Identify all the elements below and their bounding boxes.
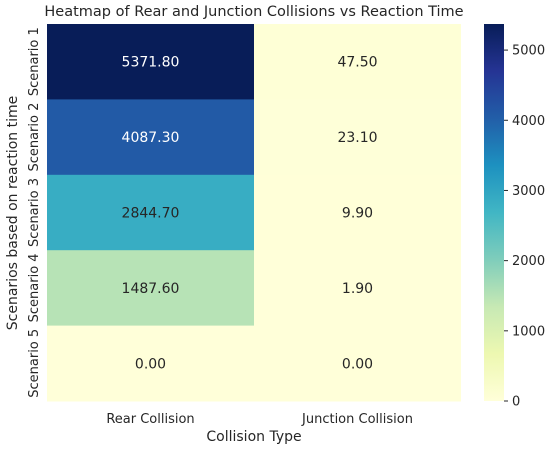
heatmap-cell	[47, 325, 254, 402]
cell-value-label: 0.00	[342, 356, 373, 372]
cell-value-label: 4087.30	[122, 130, 180, 146]
cell-value-label: 47.50	[337, 55, 377, 71]
y-tick-label: Scenario 3	[27, 178, 42, 247]
y-axis-label: Scenarios based on reaction time	[5, 96, 21, 330]
colorbar-ticks: 0 1000 2000 3000 4000 5000	[504, 44, 545, 410]
colorbar-tick-label: 3000	[512, 184, 545, 199]
colorbar-tick-label: 2000	[512, 254, 545, 269]
y-tick-label: Scenario 2	[27, 103, 42, 172]
y-tick-label: Scenario 5	[27, 329, 42, 398]
cell-value-label: 2844.70	[122, 206, 180, 222]
heatmap-cell	[254, 99, 461, 176]
cell-value-label: 1487.60	[122, 281, 180, 297]
colorbar-tick-label: 1000	[512, 324, 545, 339]
x-tick-label: Rear Collision	[106, 412, 194, 427]
chart-title: Heatmap of Rear and Junction Collisions …	[44, 4, 463, 20]
cell-value-label: 5371.80	[122, 55, 180, 71]
x-tick-labels: Rear Collision Junction Collision	[106, 412, 413, 427]
colorbar-tick-label: 5000	[512, 44, 545, 59]
colorbar-tick-label: 4000	[512, 114, 545, 129]
heatmap-cell	[47, 250, 254, 327]
y-tick-label: Scenario 1	[27, 27, 42, 96]
colorbar	[484, 24, 504, 401]
colorbar-tick-label: 0	[512, 395, 520, 410]
heatmap-cell	[254, 250, 461, 327]
heatmap-cell	[254, 24, 461, 100]
x-tick-label: Junction Collision	[301, 412, 413, 427]
cell-value-label: 0.00	[135, 356, 166, 372]
x-axis-label: Collision Type	[206, 429, 301, 445]
heatmap-cell	[47, 24, 254, 100]
heatmap-cells: 5371.80 47.50 4087.30 23.10 2844.70 9.90 1487.…	[47, 24, 461, 402]
cell-value-label: 9.90	[342, 206, 373, 222]
heatmap-cell	[254, 174, 461, 251]
heatmap-cell	[47, 174, 254, 251]
cell-value-label: 1.90	[342, 281, 373, 297]
heatmap-cell	[47, 99, 254, 176]
cell-value-label: 23.10	[337, 130, 377, 146]
heatmap-cell	[254, 325, 461, 402]
y-tick-labels: Scenario 1 Scenario 2 Scenario 3 Scenario 4…	[27, 27, 42, 398]
y-tick-label: Scenario 4	[27, 253, 42, 322]
